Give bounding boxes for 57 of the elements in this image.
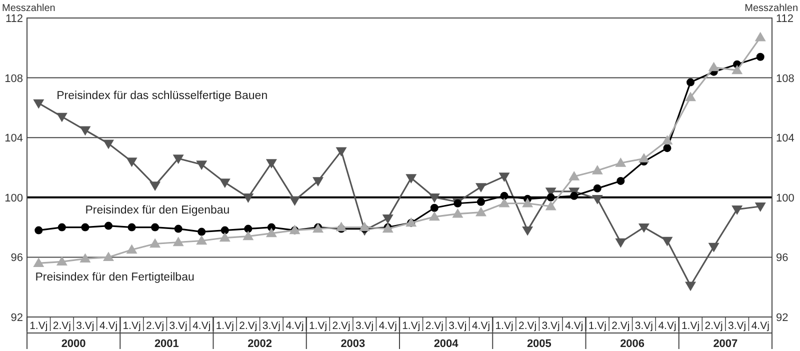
x-tick-label: 4.Vj — [192, 320, 211, 332]
x-tick-label: 4.Vj — [751, 320, 770, 332]
x-tick-label: 4.Vj — [658, 320, 676, 332]
y-tick-label: 104 — [4, 132, 23, 145]
x-tick-label: 1.Vj — [30, 320, 48, 332]
x-tick-label: 1.Vj — [588, 320, 606, 332]
x-tick-label: 2.Vj — [52, 320, 71, 332]
y2-tick-label: 92 — [776, 312, 788, 324]
y2-tick-label: 104 — [776, 132, 794, 145]
series-label: Preisindex für den Eigenbau — [85, 204, 230, 216]
x-tick-label: 3.Vj — [356, 320, 374, 332]
x-tick-label: 3.Vj — [76, 320, 94, 332]
x-tick-label: 4.Vj — [99, 320, 118, 332]
text: 2001 — [154, 338, 179, 350]
y-tick-label: 112 — [5, 13, 23, 25]
x-tick-label: 4.Vj — [565, 320, 584, 332]
x-tick-label: 3.Vj — [634, 320, 653, 332]
x-tick-label: 3.Vj — [542, 320, 560, 332]
series-label: Preisindex für den Fertigteilbau — [35, 272, 194, 284]
text: 2005 — [526, 338, 552, 350]
y-tick-label: 108 — [4, 72, 23, 85]
text: 2003 — [340, 338, 366, 350]
y-tick-label: 100 — [4, 192, 23, 204]
x-tick-label: 3.Vj — [728, 320, 746, 332]
x-tick-label: 4.Vj — [286, 320, 304, 332]
x-tick-label: 1.Vj — [495, 320, 514, 332]
text: 2006 — [620, 338, 645, 350]
series-label: Preisindex für das schlüsselfertige Bauen — [56, 90, 268, 102]
y-tick-label: 92 — [10, 312, 23, 324]
text: 2004 — [434, 338, 460, 350]
x-tick-label: 4.Vj — [378, 320, 397, 332]
x-tick-label: 4.Vj — [472, 320, 490, 332]
y-tick-label: 96 — [10, 252, 23, 264]
x-tick-label: 2.Vj — [239, 320, 258, 332]
x-tick-label: 3.Vj — [448, 320, 467, 332]
x-tick-label: 2.Vj — [704, 320, 723, 332]
x-tick-label: 2.Vj — [425, 320, 444, 332]
text: 2007 — [713, 338, 738, 350]
x-tick-label: 3.Vj — [262, 320, 280, 332]
x-tick-label: 1.Vj — [402, 320, 420, 332]
x-tick-label: 1.Vj — [681, 320, 700, 332]
x-tick-label: 2.Vj — [146, 320, 164, 332]
x-tick-label: 1.Vj — [122, 320, 141, 332]
y2-tick-label: 96 — [776, 252, 788, 264]
y2-tick-label: 100 — [776, 192, 794, 204]
x-tick-label: 2.Vj — [612, 320, 630, 332]
y2-tick-label: 108 — [776, 72, 794, 85]
text: 2002 — [248, 338, 272, 350]
x-tick-label: 2.Vj — [332, 320, 350, 332]
x-tick-label: 2.Vj — [518, 320, 537, 332]
x-tick-label: 1.Vj — [308, 320, 328, 332]
text: 2000 — [61, 338, 86, 350]
x-tick-label: 1.Vj — [216, 320, 234, 332]
y2-axis-title: Messzahlen — [744, 3, 798, 14]
x-tick-label: 3.Vj — [169, 320, 188, 332]
y2-tick-label: 112 — [776, 13, 794, 25]
y-axis-title: Messzahlen — [2, 3, 56, 14]
